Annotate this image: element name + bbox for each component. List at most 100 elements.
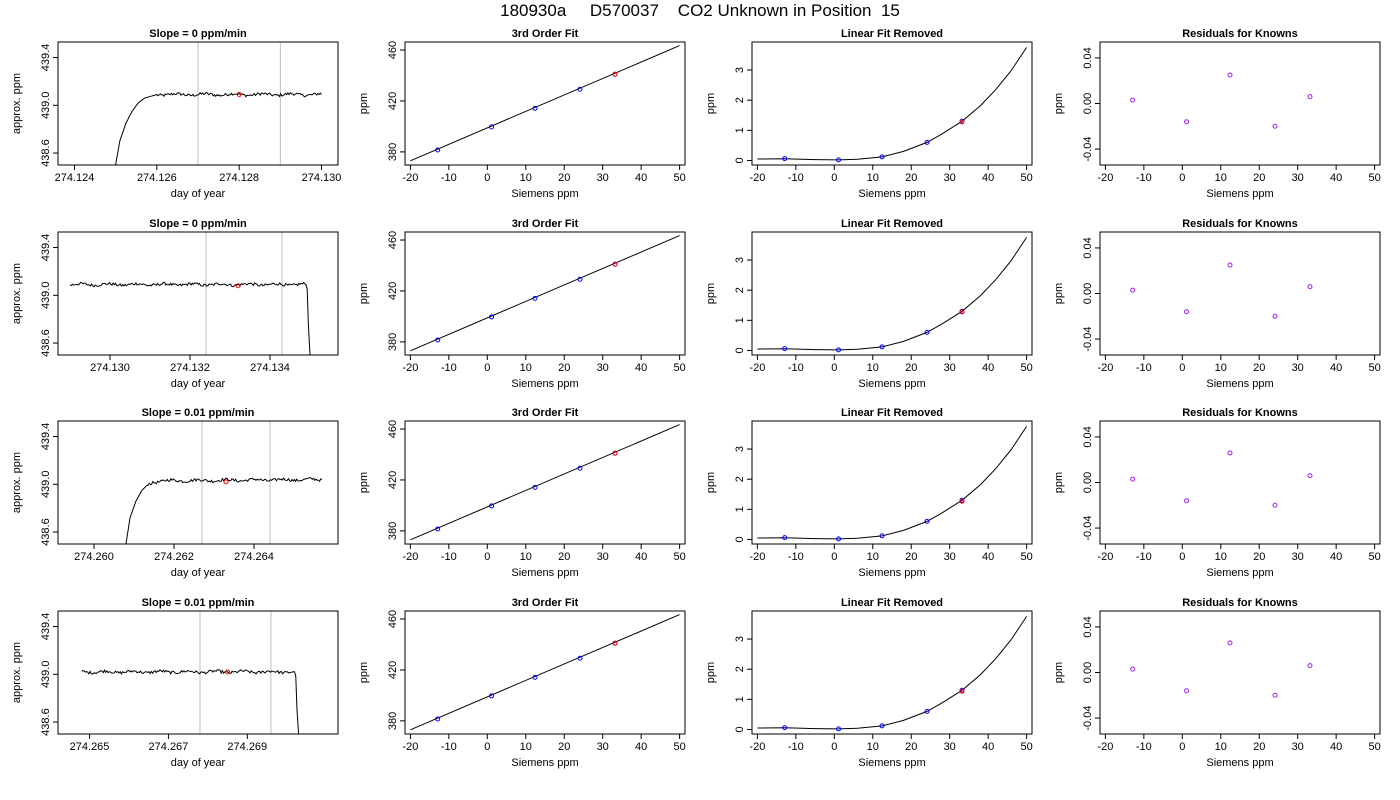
data-point: [924, 518, 930, 524]
panel-row3-residuals: Residuals for Knowns -20 -10 0 10 20 30 40 50 -0.…: [1053, 407, 1381, 579]
x-tick-label: 0: [831, 741, 837, 753]
x-tick-label: -20: [1097, 551, 1113, 563]
panel-title: 3rd Order Fit: [512, 218, 579, 230]
x-tick-label: 20: [558, 551, 570, 563]
x-tick-label: 274.132: [170, 362, 210, 374]
x-tick-label: 50: [1020, 362, 1032, 374]
fit-curve: [757, 47, 1028, 161]
x-tick-label: 50: [1368, 551, 1380, 563]
plot-frame: [751, 231, 1033, 356]
panel-title: Residuals for Knowns: [1182, 28, 1298, 40]
x-tick-label: 274.267: [149, 741, 189, 753]
panel-title: Linear Fit Removed: [841, 218, 943, 230]
plot-area: [410, 424, 680, 541]
data-point: [1272, 692, 1278, 698]
x-tick-label: -10: [441, 551, 457, 563]
plot-area: [757, 237, 1028, 353]
data-point: [435, 147, 441, 153]
y-tick-label: 0: [734, 157, 746, 163]
data-point: [1307, 663, 1313, 669]
x-tick-label: 30: [597, 741, 609, 753]
x-tick-label: -20: [1097, 741, 1113, 753]
data-point: [577, 465, 583, 471]
data-point: [1184, 119, 1190, 125]
x-tick-label: -20: [402, 172, 418, 184]
unknown-point: [959, 498, 965, 504]
x-tick-label: 0: [484, 551, 490, 563]
x-tick-label: -20: [402, 741, 418, 753]
fit-line: [410, 235, 680, 352]
x-tick-label: 10: [867, 551, 879, 563]
fit-line: [410, 424, 680, 541]
panel-row1-timeseries: Slope = 0 ppm/min 274.124 274.126 274.128 27…: [11, 28, 341, 200]
x-tick-label: 30: [944, 741, 956, 753]
y-tick-label: 0: [734, 726, 746, 732]
y-tick-label: 0.04: [1082, 47, 1094, 68]
data-point: [1227, 640, 1233, 646]
data-point: [1130, 97, 1136, 103]
panel-row4-fit: 3rd Order Fit -20 -10 0 10 20 30 40 50 380 420 460 S…: [358, 597, 686, 769]
data-point: [1272, 313, 1278, 319]
x-tick-label: -10: [1136, 741, 1152, 753]
x-tick-label: 50: [1020, 741, 1032, 753]
data-point: [435, 526, 441, 532]
data-point: [577, 276, 583, 282]
plot-area: [757, 47, 1028, 163]
x-axis-label: Siemens ppm: [858, 188, 925, 200]
x-tick-label: -20: [1097, 362, 1113, 374]
y-axis-label: ppm: [1053, 472, 1065, 493]
y-tick-label: 439.0: [40, 471, 52, 499]
x-tick-label: 0: [484, 741, 490, 753]
x-tick-label: 20: [1253, 741, 1265, 753]
x-axis-label: day of year: [171, 567, 226, 579]
x-tick-label: 30: [944, 362, 956, 374]
unknown-point: [959, 309, 965, 315]
y-tick-label: 439.0: [40, 282, 52, 310]
x-tick-label: -10: [441, 172, 457, 184]
x-tick-label: 50: [1020, 551, 1032, 563]
y-axis-label: ppm: [705, 472, 717, 493]
data-point: [532, 674, 538, 680]
x-axis-label: day of year: [171, 757, 226, 769]
panel-title: Slope = 0.01 ppm/min: [142, 407, 255, 419]
unknown-point: [612, 450, 618, 456]
x-tick-label: 274.260: [74, 551, 114, 563]
plot-frame: [404, 610, 686, 735]
y-axis-label: ppm: [1053, 283, 1065, 304]
y-tick-label: -0.04: [1082, 516, 1094, 541]
data-point: [1130, 476, 1136, 482]
y-tick-label: -0.04: [1082, 327, 1094, 352]
y-tick-label: 2: [734, 666, 746, 672]
panel-title: Residuals for Knowns: [1182, 597, 1298, 609]
panel-row4-residuals: Residuals for Knowns -20 -10 0 10 20 30 40 50 -0.…: [1053, 597, 1381, 769]
data-point: [879, 154, 885, 160]
x-tick-label: 274.134: [250, 362, 290, 374]
plot-frame: [751, 420, 1033, 545]
panel-title: Linear Fit Removed: [841, 407, 943, 419]
panel-row4-timeseries: Slope = 0.01 ppm/min 274.265 274.267 274.26…: [11, 597, 339, 769]
x-tick-label: 10: [1215, 172, 1227, 184]
data-point: [782, 346, 788, 352]
x-tick-label: 20: [905, 551, 917, 563]
unknown-point: [225, 669, 231, 675]
data-point: [489, 124, 495, 130]
plot-frame: [1099, 41, 1381, 166]
panel-row3-fit: 3rd Order Fit -20 -10 0 10 20 30 40 50 380 420 460 S…: [358, 407, 686, 579]
x-tick-label: 50: [673, 741, 685, 753]
x-tick-label: 40: [982, 741, 994, 753]
data-point: [836, 157, 842, 163]
y-tick-label: 420: [387, 92, 399, 110]
y-axis-label: ppm: [705, 93, 717, 114]
x-tick-label: 10: [520, 172, 532, 184]
x-tick-label: 10: [1215, 741, 1227, 753]
x-tick-label: 20: [558, 741, 570, 753]
x-tick-label: 274.128: [219, 172, 259, 184]
page-title: 180930a D570037 CO2 Unknown in Position …: [500, 1, 900, 20]
plot-area: [410, 45, 680, 162]
x-tick-label: 30: [1292, 741, 1304, 753]
x-tick-label: 0: [484, 362, 490, 374]
panel-title: Residuals for Knowns: [1182, 407, 1298, 419]
x-tick-label: 274.130: [90, 362, 130, 374]
data-point: [577, 86, 583, 92]
x-tick-label: 0: [1179, 741, 1185, 753]
